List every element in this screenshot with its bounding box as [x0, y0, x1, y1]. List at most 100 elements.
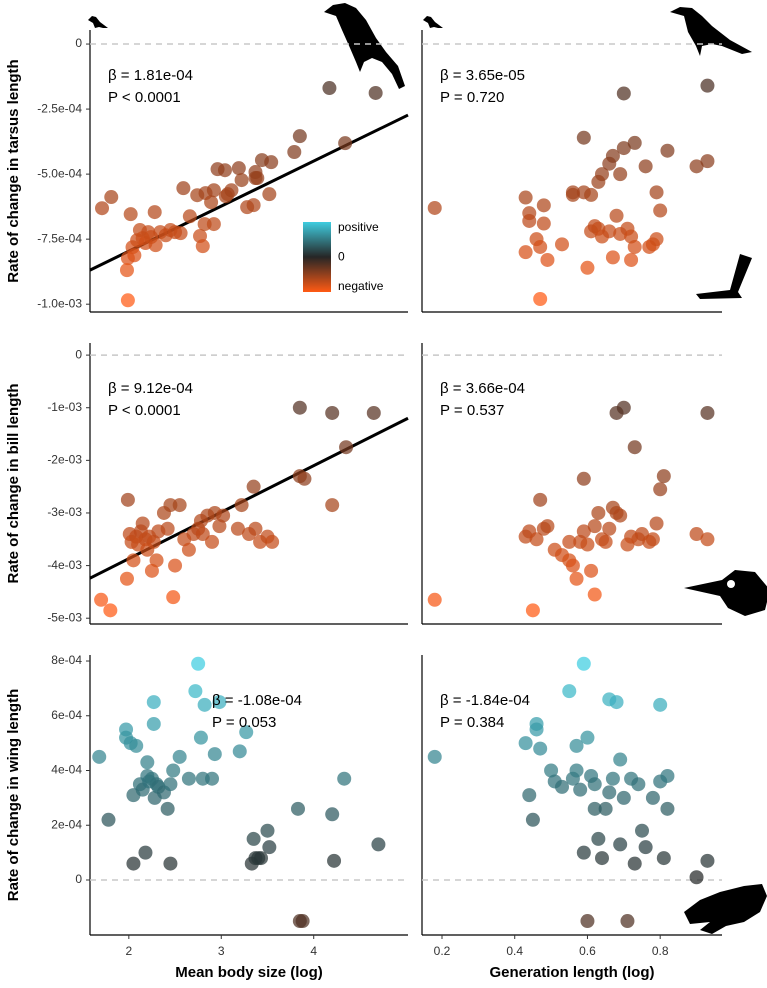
point: [160, 521, 175, 536]
point: [188, 684, 203, 699]
point: [95, 201, 110, 216]
y-tick-label: -5.0e-04: [37, 166, 82, 180]
point: [224, 183, 239, 198]
point: [204, 195, 219, 210]
point: [195, 239, 210, 254]
point: [338, 136, 353, 151]
point: [584, 563, 599, 578]
point: [653, 203, 668, 218]
point: [246, 479, 261, 494]
point: [576, 524, 591, 539]
y-tick-label: 2e-04: [51, 817, 82, 831]
point: [172, 749, 187, 764]
point: [598, 801, 613, 816]
point: [627, 856, 642, 871]
point: [193, 730, 208, 745]
point: [195, 527, 210, 542]
y-tick-label: 6e-04: [51, 708, 82, 722]
point: [529, 532, 544, 547]
point: [173, 226, 188, 241]
point: [584, 187, 599, 202]
point: [616, 400, 631, 415]
stat-annotation: β = 9.12e-04: [108, 380, 193, 397]
point: [146, 716, 161, 731]
point: [205, 534, 220, 549]
point: [587, 587, 602, 602]
bird-icon: [670, 7, 752, 56]
point: [265, 534, 280, 549]
y-axis-title: Rate of change in tarsus length: [5, 59, 22, 282]
point: [248, 521, 263, 536]
point: [580, 537, 595, 552]
y-tick-label: 8e-04: [51, 653, 82, 667]
point: [120, 492, 135, 507]
point: [149, 553, 164, 568]
point: [627, 135, 642, 150]
y-axis-title: Rate of change in wing length: [5, 689, 22, 902]
bird-small-icon: [88, 16, 108, 28]
y-tick-label: -1e-03: [47, 400, 82, 414]
point: [322, 81, 337, 96]
point: [635, 823, 649, 838]
point: [327, 853, 342, 868]
point: [290, 801, 305, 816]
legend-label: negative: [338, 279, 384, 293]
point: [339, 440, 354, 455]
point: [660, 143, 675, 158]
point: [166, 763, 181, 778]
stat-annotation: P < 0.0001: [108, 89, 181, 106]
x-axis-title: Generation length (log): [490, 964, 655, 981]
point: [234, 173, 249, 188]
point: [700, 853, 715, 868]
point: [292, 129, 307, 144]
point: [518, 190, 533, 205]
point: [576, 130, 591, 145]
point: [569, 571, 584, 586]
point: [536, 198, 551, 213]
point: [181, 771, 196, 786]
point: [140, 755, 155, 770]
point: [540, 519, 555, 534]
y-tick-label: -3e-03: [47, 505, 82, 519]
legend-colorbar: [303, 222, 331, 292]
y-tick-label: -2e-03: [47, 453, 82, 467]
point: [555, 237, 569, 252]
point: [94, 592, 109, 607]
y-tick-label: 0: [75, 347, 82, 361]
point: [638, 840, 653, 855]
x-tick-label: 0.2: [434, 944, 451, 958]
point: [540, 252, 555, 267]
x-tick-label: 4: [310, 944, 317, 958]
point: [565, 558, 580, 573]
point: [366, 405, 381, 420]
wing-icon: [684, 884, 767, 934]
point: [181, 542, 196, 557]
point: [166, 590, 181, 605]
point: [147, 205, 162, 220]
point: [562, 684, 577, 699]
point: [533, 741, 548, 756]
point: [616, 790, 631, 805]
point: [525, 603, 540, 618]
point: [217, 163, 232, 178]
point: [144, 563, 159, 578]
point: [656, 851, 671, 866]
point: [660, 768, 675, 783]
point: [197, 697, 212, 712]
y-tick-label: 0: [75, 872, 82, 886]
point: [119, 263, 134, 278]
point: [595, 167, 609, 182]
point: [602, 521, 617, 536]
point: [700, 532, 715, 547]
point: [287, 145, 302, 160]
point: [700, 405, 715, 420]
point: [146, 534, 161, 549]
x-tick-label: 0.4: [506, 944, 523, 958]
point: [562, 534, 577, 549]
point: [119, 571, 134, 586]
bird-small-icon: [423, 16, 443, 28]
point: [555, 779, 569, 794]
y-tick-label: -5e-03: [47, 610, 82, 624]
y-tick-label: 0: [75, 36, 82, 50]
point: [262, 840, 277, 855]
